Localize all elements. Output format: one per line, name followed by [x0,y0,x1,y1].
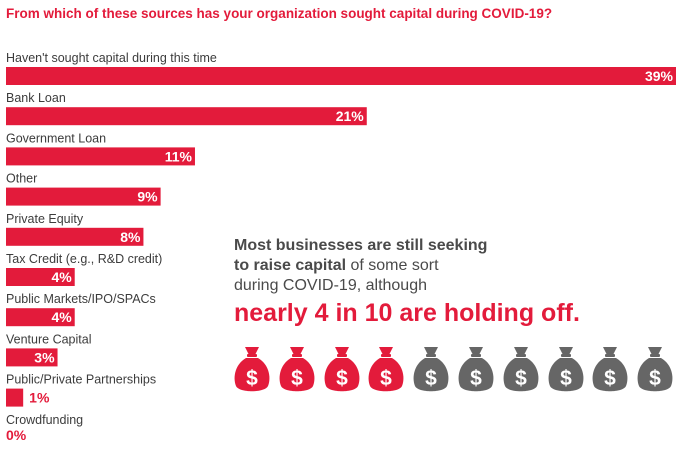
value-label: 1% [29,390,50,406]
svg-text:$: $ [649,367,661,390]
callout-line2-rest: of some sort [346,257,439,274]
money-bag-icon: $ [637,347,673,392]
money-bag-icon: $ [413,347,449,392]
money-bag-icon: $ [324,347,360,392]
value-label: 4% [51,309,72,325]
category-label: Public Markets/IPO/SPACs [6,292,156,306]
category-label: Haven't sought capital during this time [6,51,217,65]
value-label: 8% [120,229,141,245]
svg-text:$: $ [291,367,303,390]
money-bag-icon: $ [592,347,628,392]
category-label: Public/Private Partnerships [6,373,156,387]
value-label: 3% [34,349,55,365]
callout-highlight: nearly 4 in 10 are holding off. [234,299,580,327]
value-label: 9% [137,189,158,205]
bar [6,107,367,126]
callout-line1: Most businesses are still seeking [234,237,488,254]
svg-text:$: $ [336,367,348,390]
category-label: Private Equity [6,212,84,226]
category-label: Venture Capital [6,332,91,346]
svg-text:$: $ [605,367,617,390]
value-label: 39% [645,68,674,84]
svg-text:$: $ [560,367,572,390]
svg-text:$: $ [515,367,527,390]
category-label: Bank Loan [6,91,66,105]
value-label: 4% [51,269,72,285]
callout-line3: during COVID-19, although [234,277,427,294]
money-bag-icon: $ [234,347,270,392]
svg-text:$: $ [425,367,437,390]
money-bag-icon: $ [458,347,494,392]
bar [6,348,58,367]
svg-text:$: $ [381,367,393,390]
callout-text: Most businesses are still seeking to rai… [234,236,674,329]
money-bag-icon: $ [368,347,404,392]
svg-text:$: $ [246,367,258,390]
value-label: 0% [6,427,27,443]
money-bag-icon: $ [279,347,315,392]
value-label: 11% [165,148,193,164]
money-bag-icon: $ [503,347,539,392]
money-bags-row: $ $ $ $ $ $ $ $ $ $ [232,345,673,397]
bar [6,308,75,327]
category-label: Crowdfunding [6,413,83,427]
category-label: Other [6,172,37,186]
bar [6,147,195,166]
bar [6,187,161,206]
callout-line2-bold: to raise capital [234,257,347,274]
bar [6,67,676,85]
bar [6,268,75,286]
bar [6,227,144,246]
money-bag-icon: $ [548,347,584,392]
category-label: Government Loan [6,131,106,145]
bar [6,388,24,407]
category-label: Tax Credit (e.g., R&D credit) [6,252,162,266]
svg-text:$: $ [470,367,482,390]
chart-title: From which of these sources has your org… [6,6,553,21]
value-label: 21% [336,108,365,124]
